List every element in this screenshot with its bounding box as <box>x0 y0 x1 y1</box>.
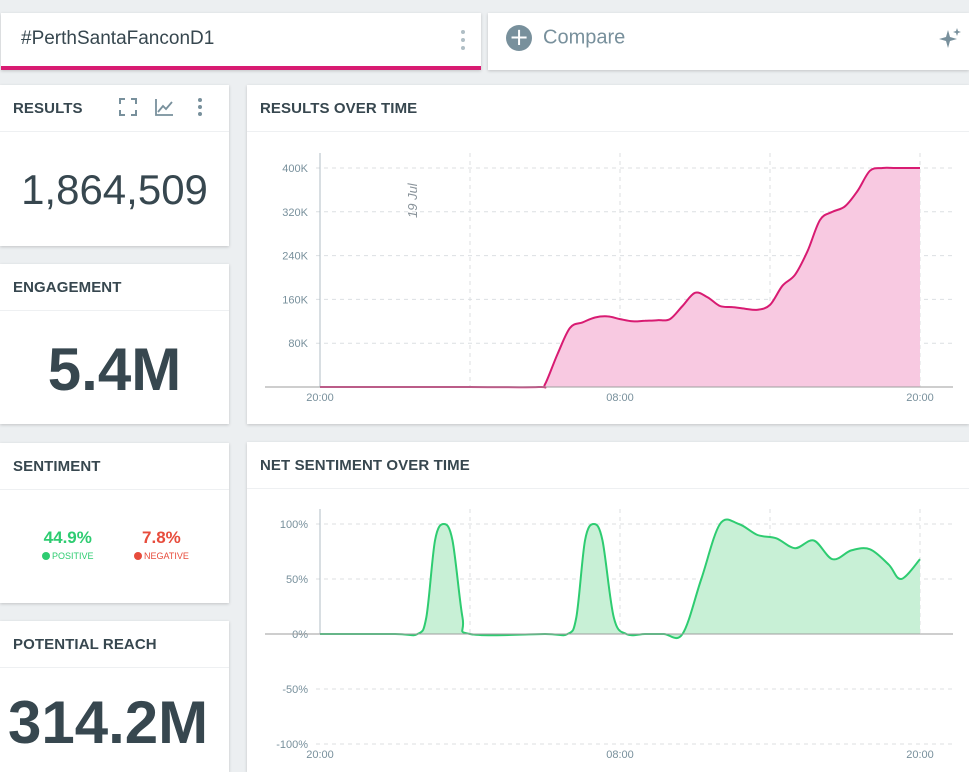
sentiment-card: SENTIMENT 44.9% POSITIVE 7.8% NEGATIVE <box>0 443 229 603</box>
y-tick-label: 240K <box>282 251 308 263</box>
line-chart-icon[interactable] <box>153 96 175 118</box>
vertical-dots-icon[interactable] <box>189 96 211 118</box>
x-tick-label: 20:00 <box>306 749 334 761</box>
date-annotation: 19 Jul <box>405 182 420 218</box>
fullscreen-icon[interactable] <box>117 96 139 118</box>
series-area <box>320 519 920 639</box>
net-sentiment-over-time-title: NET SENTIMENT OVER TIME <box>247 442 969 489</box>
net-sentiment-over-time-chart[interactable]: 100%50%0%-50%-100%20:00 08:00 20:00 <box>247 442 969 772</box>
net-sentiment-over-time-card: NET SENTIMENT OVER TIME 100% 50% 0% -50% -10… <box>247 442 969 772</box>
negative-value: 7.8% <box>142 528 181 547</box>
results-title: RESULTS <box>0 85 229 132</box>
plus-circle-icon[interactable]: + <box>506 25 532 51</box>
y-tick-label: -100% <box>276 739 308 751</box>
potential-reach-title: POTENTIAL REACH <box>0 621 229 668</box>
results-over-time-title: RESULTS OVER TIME <box>247 85 969 132</box>
positive-value: 44.9% <box>43 528 92 547</box>
positive-sentiment: 44.9% POSITIVE <box>42 528 94 561</box>
y-tick-label: 80K <box>288 338 308 350</box>
y-tick-label: 0% <box>292 629 308 641</box>
x-tick-label: 08:00 <box>606 392 634 404</box>
sentiment-title: SENTIMENT <box>0 443 229 490</box>
series-line <box>320 166 920 389</box>
engagement-value: 5.4M <box>47 336 182 403</box>
sad-face-icon <box>134 552 142 560</box>
engagement-card: ENGAGEMENT 5.4M <box>0 264 229 424</box>
y-tick-label: -50% <box>282 684 308 696</box>
potential-reach-card: POTENTIAL REACH 314.2M <box>0 621 229 772</box>
y-tick-label: 50% <box>286 574 308 586</box>
results-over-time-card: RESULTS OVER TIME 80K 160K 240K 320K 400K 20:… <box>247 85 969 424</box>
query-text[interactable]: #PerthSantaFanconD1 <box>21 28 215 49</box>
positive-label: POSITIVE <box>52 551 94 561</box>
x-tick-label: 08:00 <box>606 749 634 761</box>
series-area <box>320 167 920 388</box>
negative-sentiment: 7.8% NEGATIVE <box>134 528 189 561</box>
y-tick-label: 400K <box>282 163 308 175</box>
compare-tab[interactable]: + Compare <box>488 13 969 70</box>
x-tick-label: 20:00 <box>306 392 334 404</box>
query-tab[interactable]: #PerthSantaFanconD1 <box>1 13 481 70</box>
compare-label[interactable]: Compare <box>543 26 626 49</box>
results-over-time-chart[interactable]: 80K 160K 240K 320K 400K 20:00 08:00 20:00 19 Jul <box>247 85 969 424</box>
vertical-dots-icon[interactable] <box>456 28 470 52</box>
potential-reach-value: 314.2M <box>8 689 209 756</box>
results-card: RESULTS 1,864,509 <box>0 85 229 246</box>
engagement-title: ENGAGEMENT <box>0 264 229 311</box>
y-tick-label: 100% <box>280 519 308 531</box>
happy-face-icon <box>42 552 50 560</box>
negative-label: NEGATIVE <box>144 551 189 561</box>
x-tick-label: 20:00 <box>906 749 934 761</box>
y-tick-label: 160K <box>282 294 308 306</box>
sparkle-icon[interactable] <box>938 27 962 51</box>
x-tick-label: 20:00 <box>906 392 934 404</box>
results-value: 1,864,509 <box>21 166 208 213</box>
y-tick-label: 320K <box>282 207 308 219</box>
series-line <box>319 518 921 640</box>
